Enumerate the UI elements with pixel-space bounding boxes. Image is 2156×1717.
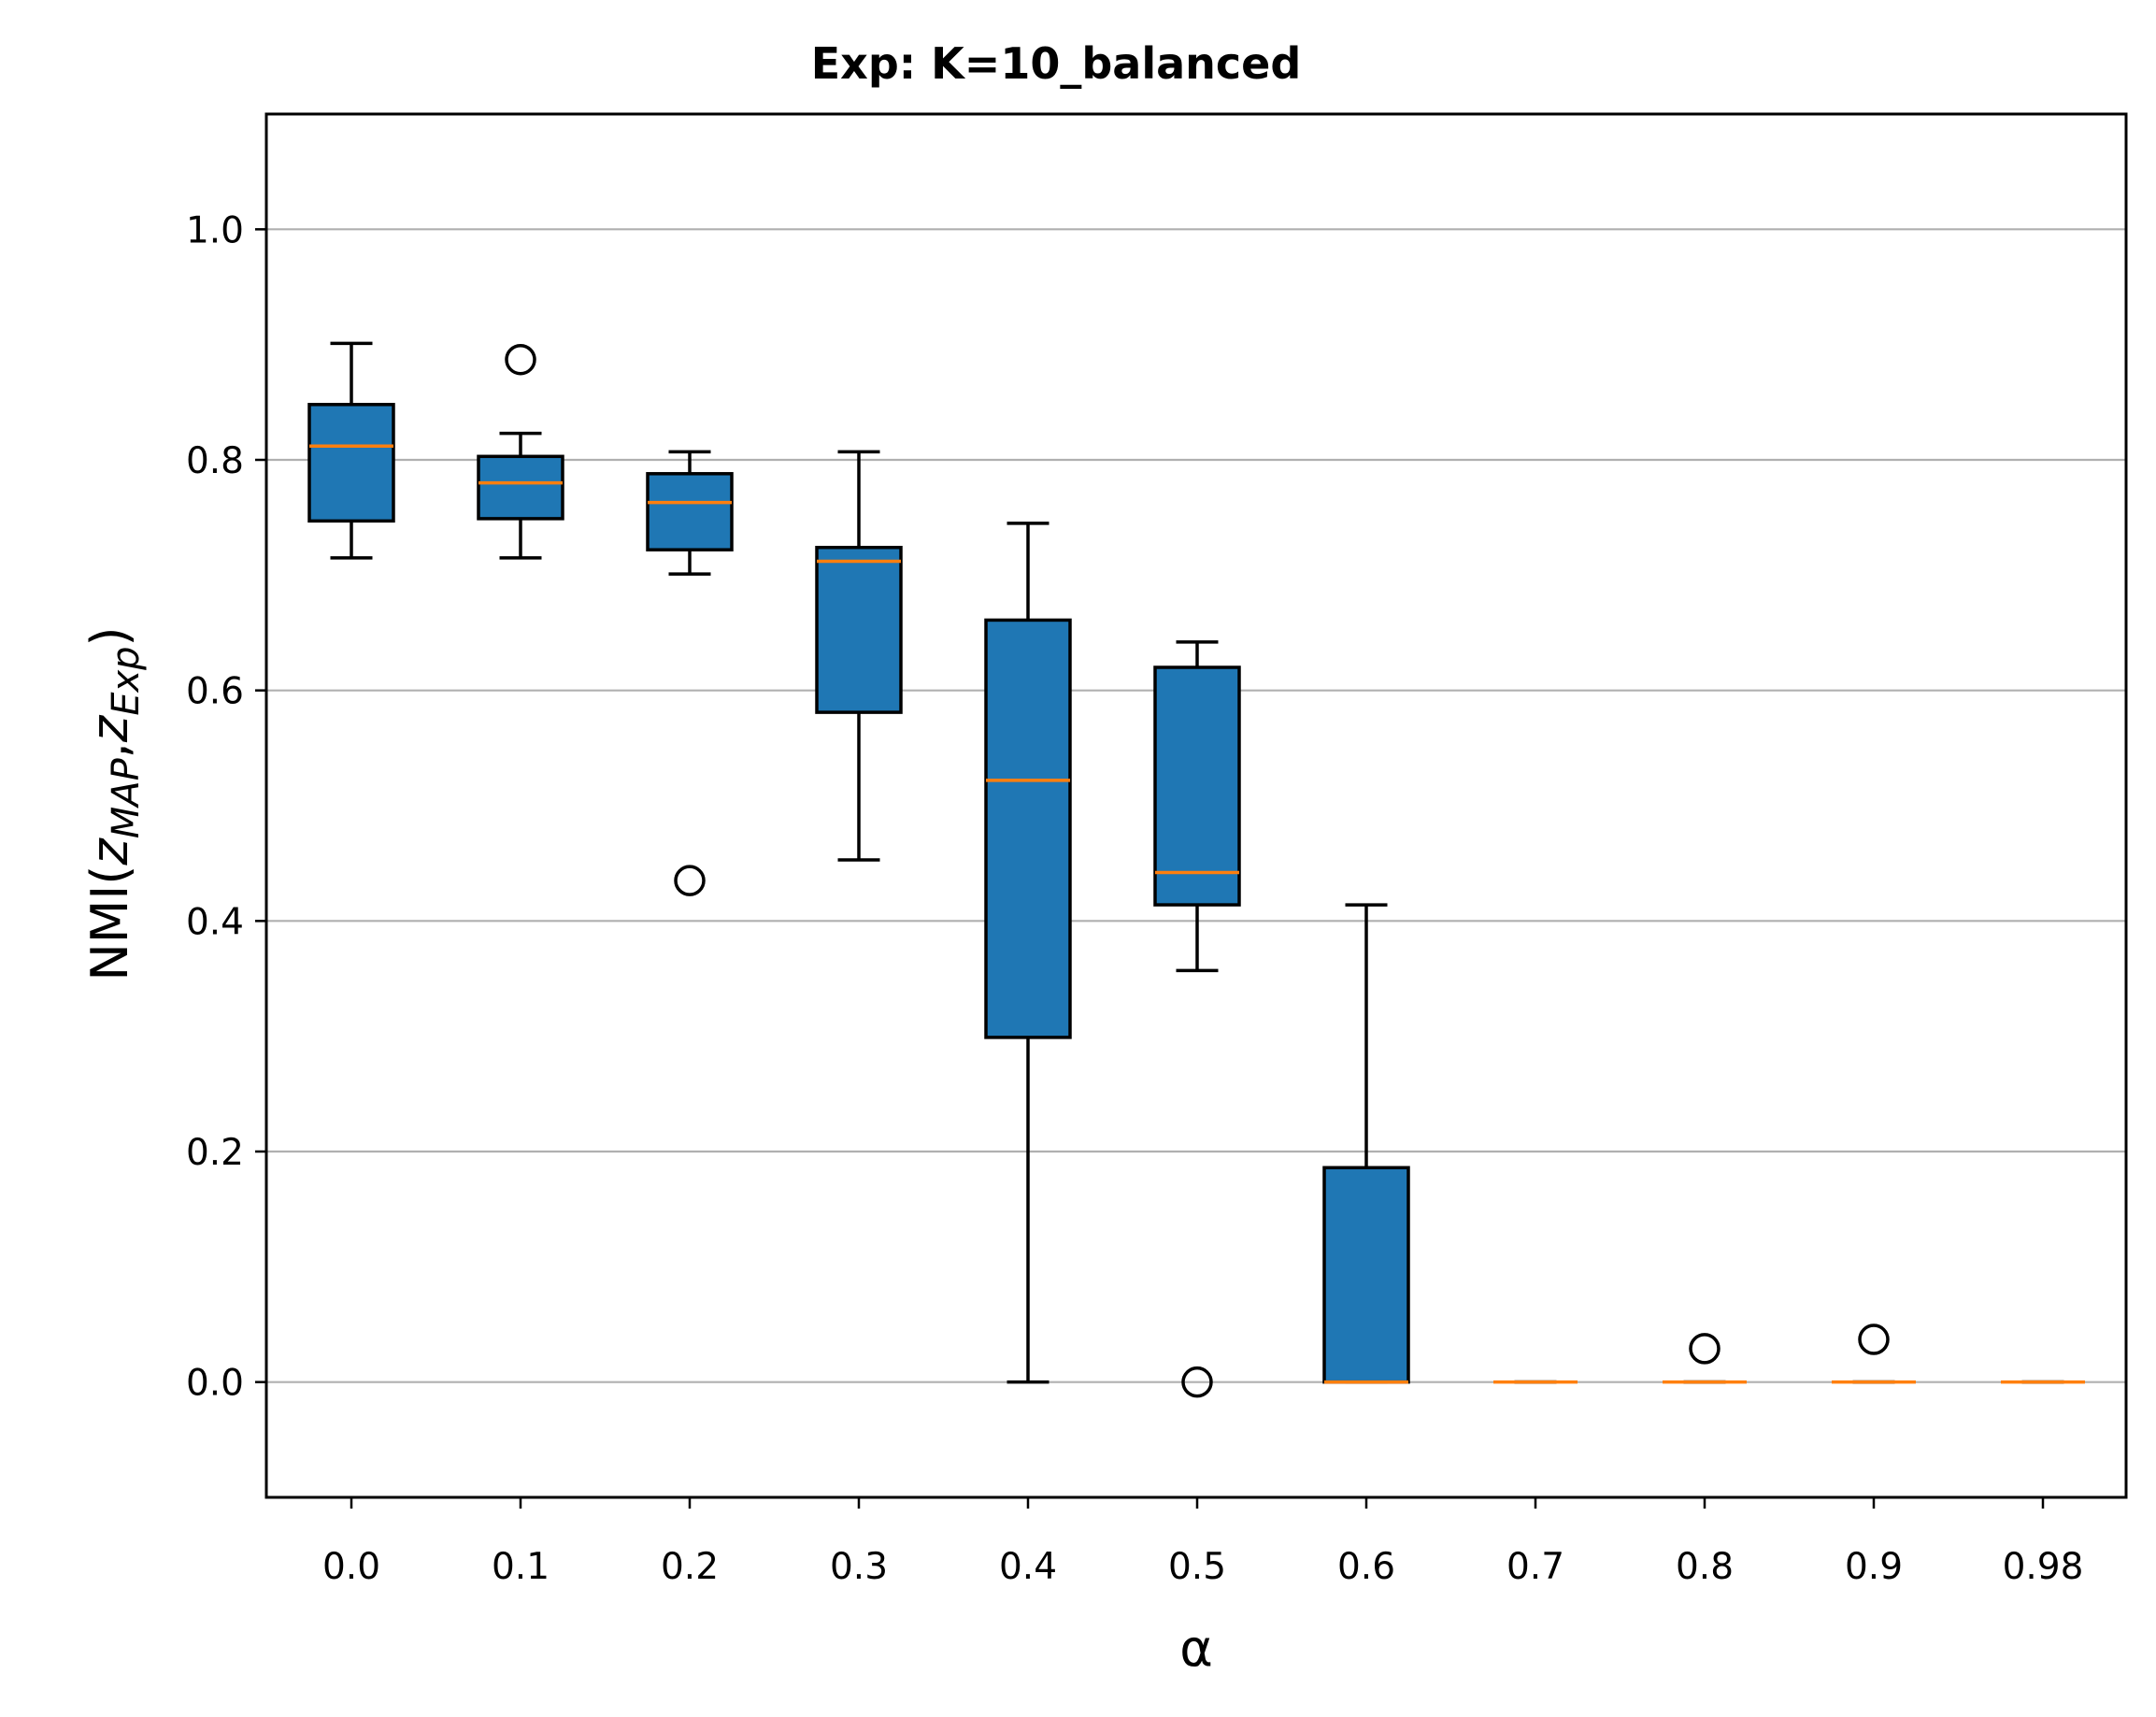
box-group	[1663, 1333, 1747, 1384]
box-group	[815, 450, 903, 862]
iqr-box	[984, 618, 1072, 1039]
box-group	[984, 522, 1072, 1384]
box-group	[1832, 1324, 1916, 1384]
iqr-box	[815, 545, 903, 714]
x-tick-label: 0.7	[1506, 1546, 1564, 1588]
box-group	[1153, 640, 1241, 1398]
outlier-point	[1181, 1366, 1213, 1398]
outlier-point	[1689, 1333, 1721, 1365]
iqr-box	[1322, 1166, 1410, 1384]
iqr-box	[307, 403, 395, 523]
y-axis-ticks: 0.0 0.2 0.4 0.6 0.8 1.0	[186, 209, 266, 1405]
x-tick-label: 0.4	[999, 1546, 1057, 1588]
y-label-var2: z	[80, 714, 139, 743]
y-tick-label: 0.8	[186, 440, 244, 482]
x-tick-label: 0.98	[2003, 1546, 2084, 1588]
x-tick-label: 0.0	[322, 1546, 380, 1588]
y-tick-label: 0.4	[186, 901, 244, 943]
y-tick-label: 1.0	[186, 209, 244, 251]
x-tick-label: 0.1	[492, 1546, 550, 1588]
x-tick-label: 0.3	[830, 1546, 888, 1588]
chart-title: Exp: K=10_balanced	[811, 38, 1302, 89]
x-tick-label: 0.5	[1168, 1546, 1226, 1588]
x-tick-label: 0.6	[1337, 1546, 1395, 1588]
y-axis-label: NMI(zMAP,zExp)	[80, 626, 148, 980]
outlier-point	[1858, 1324, 1890, 1355]
outlier-point	[505, 343, 536, 376]
box-group	[1322, 903, 1410, 1384]
box-series	[307, 341, 2085, 1398]
y-label-var1: z	[80, 837, 139, 866]
y-label-prefix: NMI(	[80, 866, 139, 981]
y-tick-label: 0.2	[186, 1132, 244, 1174]
y-label-sub1: MAP	[105, 757, 148, 838]
iqr-box	[1153, 665, 1241, 907]
outlier-point	[674, 865, 706, 896]
box-group	[307, 341, 395, 560]
box-group	[646, 450, 734, 896]
y-label-sep: ,	[80, 742, 139, 758]
y-label-sub2: Exp	[105, 646, 148, 715]
x-tick-label: 0.9	[1845, 1546, 1903, 1588]
y-tick-label: 0.6	[186, 671, 244, 713]
iqr-box	[646, 472, 734, 551]
y-tick-label: 0.0	[186, 1363, 244, 1405]
x-axis-label: α	[1179, 1619, 1213, 1678]
x-tick-label: 0.2	[661, 1546, 719, 1588]
x-tick-label: 0.8	[1676, 1546, 1734, 1588]
iqr-box	[477, 454, 564, 521]
y-label-suffix: )	[80, 626, 139, 646]
box-group	[477, 343, 564, 560]
x-axis-ticks: 0.0 0.1 0.2 0.3 0.4 0.5 0.6 0.7 0.8 0.9 0.98	[322, 1497, 2083, 1588]
